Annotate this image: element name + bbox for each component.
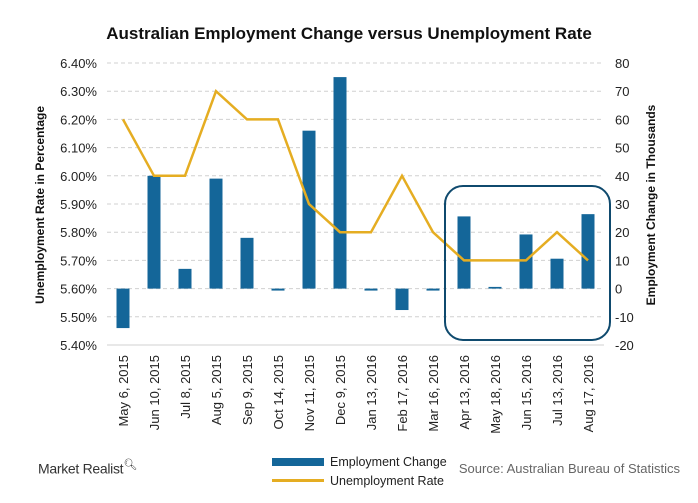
bar-employment-change xyxy=(209,178,223,289)
highlight-box xyxy=(444,185,611,341)
y-right-tick-label: 50 xyxy=(615,141,629,156)
legend-item-employment: Employment Change xyxy=(272,452,447,471)
bar-employment-change xyxy=(147,175,161,289)
legend-item-unemployment: Unemployment Rate xyxy=(272,471,447,490)
source-note: Source: Australian Bureau of Statistics xyxy=(458,461,680,476)
y-right-tick-label: 60 xyxy=(615,112,629,127)
logo: Market Realist🔍︎ xyxy=(38,459,137,477)
y-right-tick-label: 40 xyxy=(615,169,629,184)
legend: Employment Change Unemployment Rate xyxy=(272,452,447,490)
bar-employment-change xyxy=(581,214,595,289)
y-left-tick-label: 5.70% xyxy=(60,253,97,268)
y-left-tick-label: 6.10% xyxy=(60,141,97,156)
bar-employment-change xyxy=(240,237,254,289)
y-left-tick-label: 5.60% xyxy=(60,282,97,297)
bar-employment-change xyxy=(271,288,285,291)
x-tick-label: Mar 16, 2016 xyxy=(426,355,441,432)
legend-swatch-bar xyxy=(272,457,324,466)
bar-employment-change xyxy=(426,288,440,291)
x-tick-label: Aug 17, 2016 xyxy=(581,355,596,432)
bar-employment-change xyxy=(333,77,347,289)
bar-employment-change xyxy=(457,216,471,289)
y-right-tick-label: 10 xyxy=(615,253,629,268)
line-unemployment-rate xyxy=(121,89,589,262)
x-tick-label: May 6, 2015 xyxy=(116,355,131,427)
legend-label: Unemployment Rate xyxy=(330,473,444,488)
y-left-tick-label: 5.50% xyxy=(60,310,97,325)
y-right-axis-title: Employment Change in Thousands xyxy=(644,104,658,305)
y-left-tick-label: 5.80% xyxy=(60,225,97,240)
bar-employment-change xyxy=(364,288,378,291)
x-tick-label: Aug 5, 2015 xyxy=(209,355,224,425)
bar-employment-change xyxy=(116,288,130,329)
y-right-tick-label: 30 xyxy=(615,197,629,212)
chart-title: Australian Employment Change versus Unem… xyxy=(106,24,592,43)
bar-employment-change xyxy=(550,258,564,289)
y-left-tick-label: 6.30% xyxy=(60,84,97,99)
legend-label: Employment Change xyxy=(330,454,447,469)
bar-employment-change xyxy=(178,268,192,289)
x-tick-label: Jul 13, 2016 xyxy=(550,355,565,426)
x-tick-label: Sep 9, 2015 xyxy=(240,355,255,425)
y-right-tick-label: 80 xyxy=(615,56,629,71)
y-left-tick-label: 5.90% xyxy=(60,197,97,212)
x-tick-label: Oct 14, 2015 xyxy=(271,355,286,429)
y-left-tick-label: 6.00% xyxy=(60,169,97,184)
x-tick-label: Dec 9, 2015 xyxy=(333,355,348,425)
y-right-tick-label: -10 xyxy=(615,310,634,325)
x-tick-label: Jun 15, 2016 xyxy=(519,355,534,430)
x-tick-label: Jan 13, 2016 xyxy=(364,355,379,430)
y-left-tick-label: 6.20% xyxy=(60,112,97,127)
x-tick-label: Feb 17, 2016 xyxy=(395,355,410,432)
y-right-tick-label: 0 xyxy=(615,282,622,297)
x-tick-label: Nov 11, 2015 xyxy=(302,355,317,431)
legend-swatch-line xyxy=(272,479,324,482)
x-tick-label: Jun 10, 2015 xyxy=(147,355,162,430)
bar-employment-change xyxy=(395,288,409,311)
y-right-tick-label: 70 xyxy=(615,84,629,99)
x-tick-label: Jul 8, 2015 xyxy=(178,355,193,419)
y-left-tick-label: 6.40% xyxy=(60,56,97,71)
y-left-axis-title: Unemployment Rate in Percentage xyxy=(33,106,47,304)
x-tick-label: May 18, 2016 xyxy=(488,355,503,434)
x-tick-label: Apr 13, 2016 xyxy=(457,355,472,429)
y-left-tick-label: 5.40% xyxy=(60,338,97,353)
y-right-tick-label: 20 xyxy=(615,225,629,240)
bar-employment-change xyxy=(302,130,316,289)
bar-employment-change xyxy=(488,286,502,289)
y-right-tick-label: -20 xyxy=(615,338,634,353)
